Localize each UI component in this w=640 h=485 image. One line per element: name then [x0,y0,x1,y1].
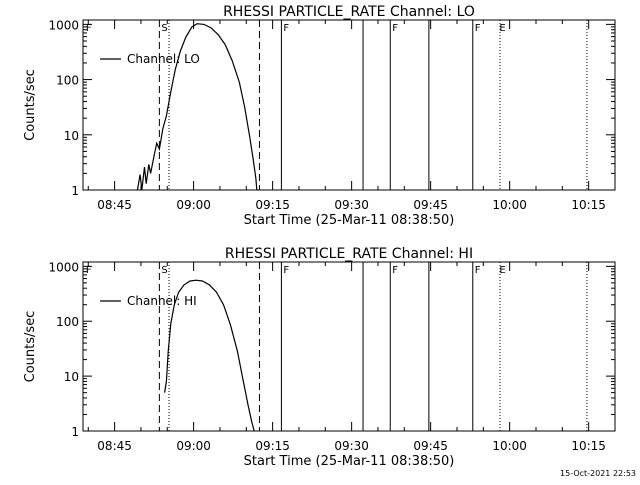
x-tick-label: 10:15 [571,198,606,212]
footer-timestamp: 15-Oct-2021 22:53 [560,469,636,478]
flag-label: S [161,265,167,276]
flag-label: F [392,265,398,276]
x-tick-label: 09:00 [176,198,211,212]
flag-label: F [283,23,289,34]
chart-panel-1: F S F F F E 1 10 100 1000 08:45 09:00 09:15 09:30 09:4… [23,246,616,469]
plot-frame [82,19,616,191]
x-tick-label: 09:45 [413,439,448,453]
y-tick-label: 1 [71,425,79,439]
x-axis-label: Start Time (25-Mar-11 08:38:50) [244,213,455,228]
y-tick-label: 100 [56,74,79,88]
y-tick-label: 100 [56,315,79,329]
series-line [136,23,258,191]
x-tick-label: 09:45 [413,198,448,212]
flag-label: F [86,23,92,34]
x-tick-label: 09:00 [176,439,211,453]
series-line [164,279,255,432]
y-tick-label: 10 [64,370,79,384]
x-tick-label: 09:15 [255,439,290,453]
y-axis-label: Counts/sec [23,69,38,141]
x-tick-label: 10:15 [571,439,606,453]
plot-frame [82,261,616,432]
flag-label: F [475,23,481,34]
x-tick-label: 10:00 [492,198,527,212]
x-tick-label: 10:00 [492,439,527,453]
flag-label: E [499,23,505,34]
y-axis-label: Counts/sec [23,311,38,383]
y-tick-label: 1000 [48,18,79,32]
y-tick-label: 1000 [48,260,79,274]
x-tick-label: 09:15 [255,198,290,212]
y-tick-label: 10 [64,129,79,143]
flag-label: F [86,265,92,276]
x-tick-label: 09:30 [334,198,369,212]
legend-label: Channel: LO [127,52,200,66]
x-axis-label: Start Time (25-Mar-11 08:38:50) [244,454,455,469]
flag-label: S [161,23,167,34]
x-tick-label: 08:45 [97,198,132,212]
chart-panel-0: F S F F F E 1 10 100 1000 08:45 09:00 09:15 09:30 09:4… [23,4,616,228]
legend-label: Channel: HI [127,294,197,308]
chart-title: RHESSI PARTICLE_RATE Channel: LO [223,4,475,20]
chart-title: RHESSI PARTICLE_RATE Channel: HI [225,246,473,262]
y-tick-label: 1 [71,184,79,198]
flag-label: F [475,265,481,276]
x-tick-label: 08:45 [97,439,132,453]
flag-label: F [392,23,398,34]
x-tick-label: 09:30 [334,439,369,453]
flag-label: F [283,265,289,276]
flag-label: E [499,265,505,276]
